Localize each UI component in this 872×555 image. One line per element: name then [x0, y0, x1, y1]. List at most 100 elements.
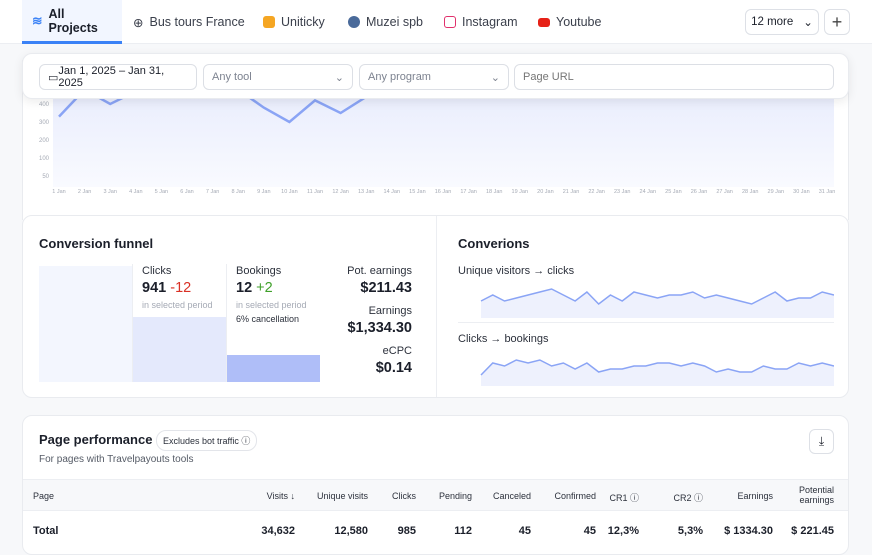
step-value: 941 -12 [142, 280, 191, 296]
help-icon: ⓘ [694, 493, 703, 503]
date-range-value: Jan 1, 2025 – Jan 31, 2025 [58, 65, 188, 89]
x-tick-label: 6 Jan [180, 189, 193, 195]
plus-icon: + [832, 12, 843, 33]
table-header [23, 479, 848, 511]
help-icon: ⓘ [630, 493, 639, 503]
conversion-card: Conversion funnel Unique visits 2313 +30… [22, 215, 849, 398]
cancellation-note: 6% cancellation [236, 314, 299, 324]
step-delta: -12 [170, 280, 191, 296]
more-label: 12 more [751, 16, 793, 28]
uniticky-logo-icon [263, 16, 275, 28]
tab-uniticky[interactable]: Uniticky [253, 0, 335, 44]
x-tick-label: 14 Jan [384, 189, 401, 195]
add-project-button[interactable]: + [824, 9, 850, 35]
header-label: Visits ↓ [267, 491, 295, 501]
step-label: Bookings [236, 265, 281, 277]
header-label: Page [33, 491, 54, 501]
program-select[interactable]: Any program⌄ [359, 64, 509, 90]
column-header[interactable]: Confirmed [554, 491, 596, 501]
column-header[interactable]: Clicks [392, 491, 416, 501]
conversion-sparklines [458, 276, 834, 386]
x-tick-label: 15 Jan [409, 189, 426, 195]
tab-muzei-spb[interactable]: Muzei spb [338, 0, 433, 44]
x-tick-label: 23 Jan [614, 189, 631, 195]
column-header[interactable]: Visits ↓ [267, 491, 295, 501]
header-label: Potential earnings [799, 485, 834, 505]
x-tick-label: 21 Jan [563, 189, 580, 195]
chevron-down-icon: ⌄ [803, 15, 813, 29]
ecpc-label: eCPC [383, 345, 412, 357]
column-header[interactable]: Page [33, 491, 54, 501]
step-number: 941 [142, 280, 166, 296]
tab-label: Bus tours France [149, 15, 244, 29]
divider [436, 216, 437, 397]
step-value: 12 +2 [236, 280, 273, 296]
total-cell: $ 221.45 [791, 525, 834, 537]
funnel-step: Clicks 941 -12 in selected period [132, 264, 226, 382]
step-note: in selected period [236, 300, 307, 310]
x-tick-label: 3 Jan [103, 189, 116, 195]
column-header[interactable]: Unique visits [317, 491, 368, 501]
column-header[interactable]: Earnings [737, 491, 773, 501]
total-cell: 12,3% [608, 525, 639, 537]
tab-youtube[interactable]: Youtube [528, 0, 611, 44]
tab-label: Muzei spb [366, 15, 423, 29]
pot-earnings-label: Pot. earnings [347, 265, 412, 277]
total-cell: 45 [519, 525, 531, 537]
step-delta: +2 [256, 280, 273, 296]
badge-text: Excludes bot traffic [163, 436, 239, 446]
page-url-input[interactable] [514, 64, 834, 90]
funnel-step: Unique visits 2313 +301 in selected peri… [39, 264, 132, 382]
x-tick-label: 2 Jan [78, 189, 91, 195]
x-tick-label: 11 Jan [307, 189, 323, 195]
bot-traffic-badge: Excludes bot traffic ⓘ [156, 430, 257, 451]
x-tick-label: 1 Jan [52, 189, 65, 195]
tab-instagram[interactable]: Instagram [434, 0, 528, 44]
x-tick-label: 7 Jan [206, 189, 219, 195]
instagram-icon [444, 16, 456, 28]
header-label: Pending [439, 491, 472, 501]
tool-select[interactable]: Any tool⌄ [203, 64, 353, 90]
tab-all-projects[interactable]: ≋All Projects [22, 0, 122, 44]
column-header[interactable]: CR1 ⓘ [609, 491, 639, 504]
layers-icon: ≋ [32, 13, 42, 28]
column-header[interactable]: Pending [439, 491, 472, 501]
earnings-label: Earnings [369, 305, 412, 317]
total-cell: 112 [454, 525, 472, 537]
header-label: Canceled [493, 491, 531, 501]
x-tick-label: 24 Jan [640, 189, 657, 195]
y-tick-label: 50 [42, 174, 49, 180]
x-tick-label: 13 Jan [358, 189, 375, 195]
funnel-step: Bookings 12 +2 in selected period 6% can… [226, 264, 320, 382]
header-label: Unique visits [317, 491, 368, 501]
funnel-bar [227, 355, 320, 382]
ecpc-value: $0.14 [376, 360, 412, 376]
total-cell: 12,580 [334, 525, 368, 537]
column-header[interactable]: Potential earnings [784, 485, 834, 505]
x-tick-label: 25 Jan [665, 189, 682, 195]
more-projects-dropdown[interactable]: 12 more ⌄ [745, 9, 819, 35]
date-range-picker[interactable]: ▭Jan 1, 2025 – Jan 31, 2025 [39, 64, 197, 90]
x-tick-label: 19 Jan [512, 189, 529, 195]
tab-label: Youtube [556, 15, 601, 29]
tab-bus-tours-france[interactable]: ⊕Bus tours France [123, 0, 255, 44]
y-tick-label: 400 [39, 102, 50, 108]
x-tick-label: 16 Jan [435, 189, 452, 195]
info-icon: ⓘ [241, 436, 250, 446]
x-tick-label: 9 Jan [257, 189, 270, 195]
x-tick-label: 27 Jan [716, 189, 733, 195]
download-icon: ⤓ [819, 434, 824, 449]
x-tick-label: 30 Jan [793, 189, 810, 195]
x-tick-label: 5 Jan [155, 189, 168, 195]
youtube-icon [538, 18, 550, 27]
x-tick-label: 12 Jan [332, 189, 349, 195]
download-button[interactable]: ⤓ [809, 429, 834, 454]
step-note: in selected period [142, 300, 213, 310]
total-cell: 34,632 [261, 525, 295, 537]
x-tick-label: 10 Jan [281, 189, 298, 195]
pot-earnings-value: $211.43 [360, 280, 412, 296]
calendar-icon: ▭ [48, 71, 58, 84]
header-label: Clicks [392, 491, 416, 501]
column-header[interactable]: Canceled [493, 491, 531, 501]
column-header[interactable]: CR2 ⓘ [673, 491, 703, 504]
